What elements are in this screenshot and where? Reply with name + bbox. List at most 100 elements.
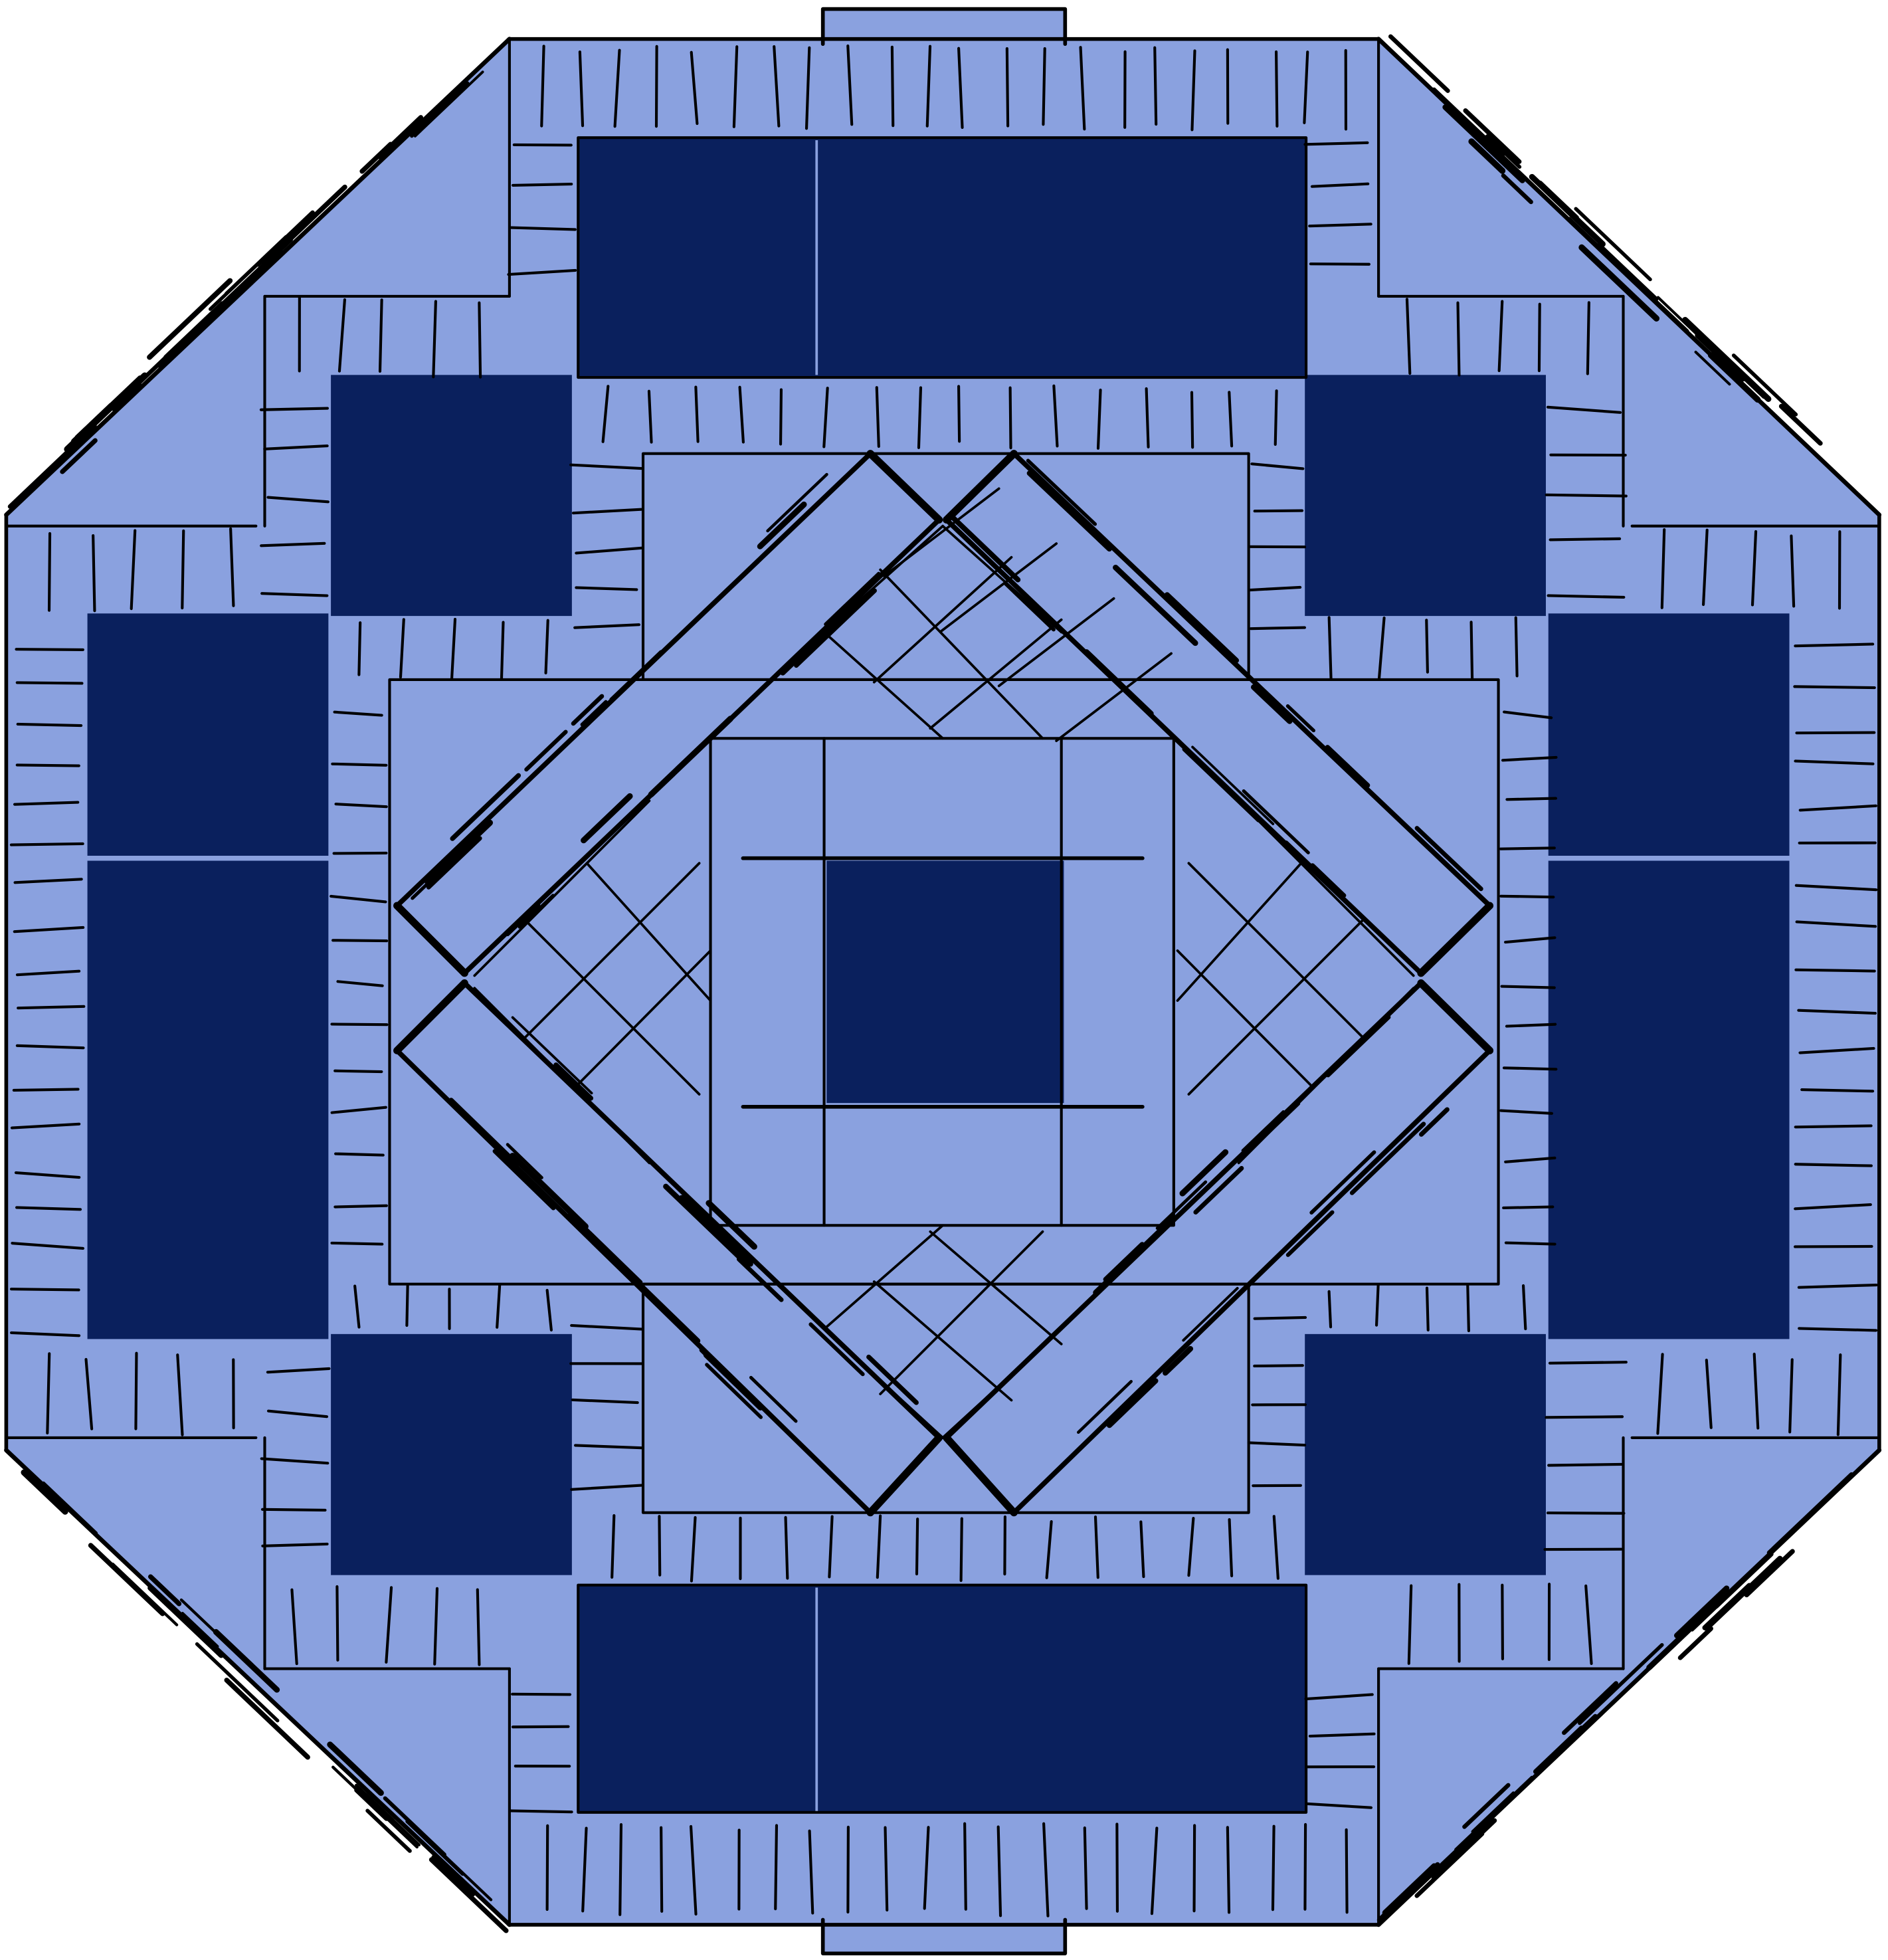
tick-right <box>1793 685 1876 690</box>
tick-left-inner <box>333 710 383 717</box>
band-scratch <box>705 1363 763 1419</box>
tick-left <box>16 722 83 728</box>
tick-top-inner <box>1008 386 1012 450</box>
band-scratch <box>1163 1345 1194 1376</box>
band-scratch <box>627 1272 701 1343</box>
corner-scratch <box>60 438 98 474</box>
corner-scratch <box>88 1543 165 1617</box>
band-scratch <box>1241 1110 1285 1152</box>
lattice-line <box>1176 862 1303 1002</box>
corner-scratch <box>181 1612 219 1648</box>
corner-scratch <box>1648 1627 1691 1669</box>
corner-scratch <box>1702 1583 1752 1630</box>
corner-scratch <box>365 1809 412 1853</box>
tick-bottom-inner <box>1093 1515 1099 1579</box>
tick-bottom <box>581 1826 588 1913</box>
tick-col <box>1253 1364 1304 1368</box>
tick-col <box>266 496 330 504</box>
tick-right-inner <box>1504 1156 1557 1163</box>
tick-col <box>509 1809 573 1814</box>
corner-scratch <box>1744 1549 1795 1598</box>
tick-top <box>773 45 781 128</box>
tick-left <box>9 842 84 846</box>
corner-scratch <box>1388 34 1450 93</box>
tick-row <box>1750 530 1758 607</box>
lattice-line <box>941 524 1063 634</box>
right-lower-panel <box>1548 860 1790 1339</box>
tick-row <box>1425 1286 1430 1331</box>
tick-col <box>266 1367 331 1374</box>
lattice-line <box>585 862 712 1002</box>
tick-right-inner <box>1505 797 1558 801</box>
tick-left <box>11 1242 85 1250</box>
band-scratch <box>1103 1242 1145 1282</box>
tick-row <box>357 621 362 676</box>
corner-stroke <box>4 37 512 518</box>
tick-row <box>433 1587 439 1666</box>
corner-scratch <box>1468 138 1506 174</box>
tick-row <box>1660 528 1666 609</box>
band-scratch <box>1242 789 1310 854</box>
tick-col <box>507 268 577 276</box>
lattice-line <box>879 1230 1044 1395</box>
tick-bottom <box>884 1826 889 1912</box>
band-scratch <box>553 1062 594 1101</box>
tick-right-inner <box>1500 985 1556 989</box>
tick-bottom <box>963 1822 967 1911</box>
band-scratch <box>1285 704 1316 733</box>
band-scratch <box>1040 1412 1119 1488</box>
tick-bottom-inner <box>1187 1517 1195 1577</box>
band-scratch <box>949 514 1021 583</box>
tick-col <box>570 1323 644 1331</box>
tick-row <box>1702 528 1709 607</box>
band-scratch <box>1155 1180 1208 1230</box>
corner-scratch <box>359 142 393 174</box>
corner-scratch <box>1568 217 1632 277</box>
tick-col <box>1546 405 1622 414</box>
tick-row <box>181 529 185 610</box>
bottom-tab-outline <box>820 1917 1068 1955</box>
tick-left <box>13 926 85 933</box>
corner-scratch <box>41 1481 98 1535</box>
band-scratch <box>1026 470 1112 552</box>
tick-top <box>1153 46 1158 126</box>
corner-scratch <box>147 278 233 360</box>
tick-row <box>1521 1284 1527 1331</box>
accent-strokes-layer <box>7 34 1854 1933</box>
tick-col <box>1303 141 1369 146</box>
tick-row <box>1327 1290 1333 1329</box>
center-frame <box>709 737 1175 1227</box>
tick-row <box>1584 1584 1593 1665</box>
tick-bottom-inner <box>959 1517 963 1582</box>
tick-row <box>1836 1353 1842 1436</box>
tick-top <box>540 45 545 128</box>
corner-scratch <box>1432 87 1505 157</box>
tick-row <box>500 621 505 681</box>
tick-col <box>571 508 643 515</box>
band-scratch <box>1309 1150 1376 1215</box>
tick-bottom-inner <box>1228 1518 1234 1577</box>
tick-row <box>1586 301 1590 375</box>
tick-col <box>1549 537 1622 541</box>
tick-row <box>176 1353 184 1436</box>
tick-row <box>432 300 437 379</box>
tick-col <box>266 1409 329 1419</box>
band-scratch <box>1325 745 1370 788</box>
lower-stair <box>641 1282 1250 1514</box>
band-scratch <box>448 1098 519 1167</box>
tick-left <box>13 878 83 884</box>
tick-row <box>450 617 457 680</box>
band-scratch <box>492 1149 556 1211</box>
tick-left <box>15 1044 85 1050</box>
tick-col <box>1253 509 1304 513</box>
band-scratch <box>1093 1215 1177 1296</box>
band-scratch <box>510 1152 589 1230</box>
lattice-line <box>523 918 701 1096</box>
tick-bottom <box>1271 1824 1275 1911</box>
tick-top <box>1005 47 1010 128</box>
corner-scratch <box>1471 1791 1515 1833</box>
tick-left <box>9 1288 80 1292</box>
tick-bottom-inner <box>1272 1515 1279 1580</box>
corner-scratch <box>213 1628 280 1693</box>
band-scratch <box>571 694 605 726</box>
